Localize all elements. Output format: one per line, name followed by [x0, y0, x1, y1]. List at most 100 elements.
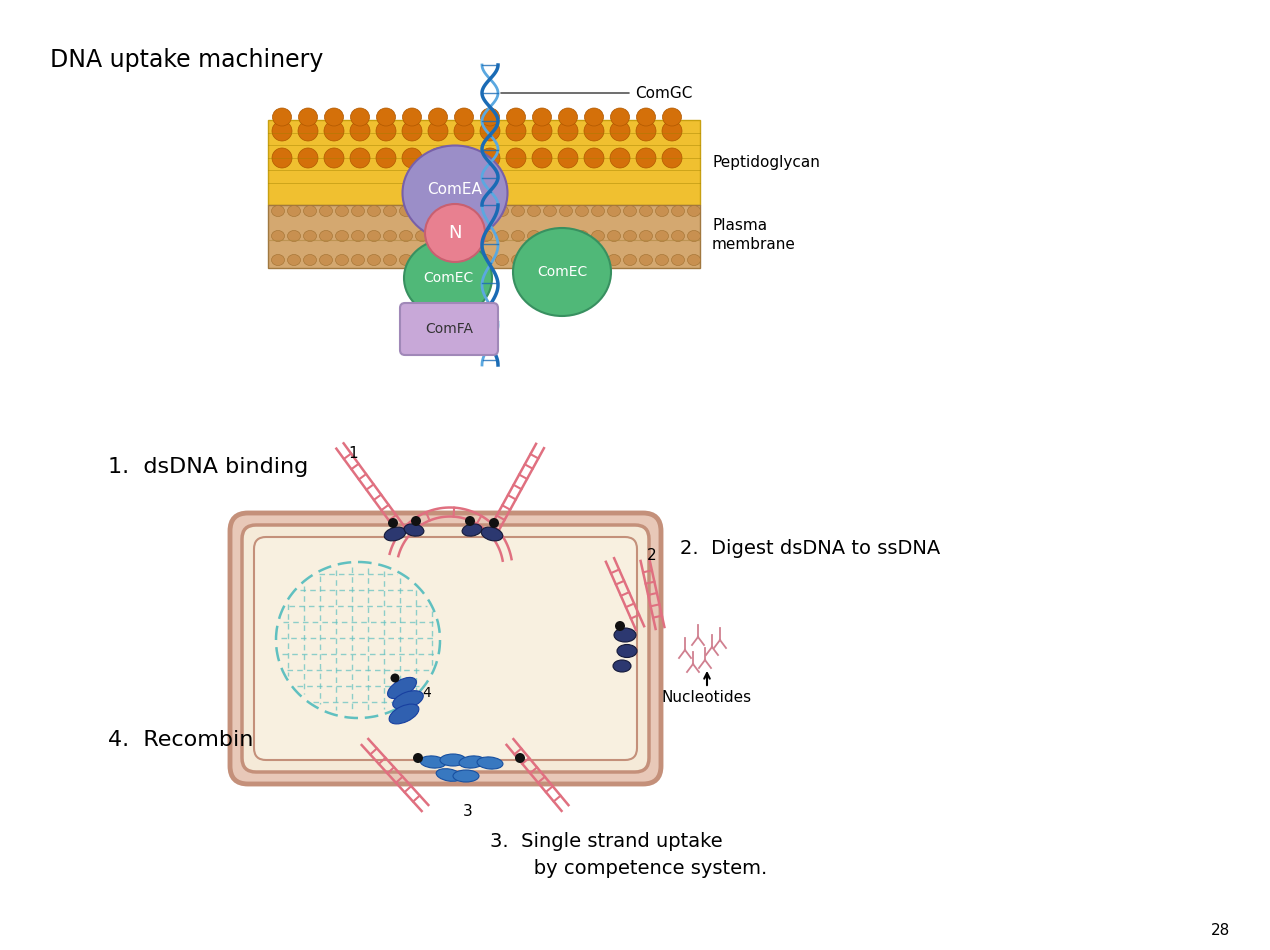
Ellipse shape	[324, 121, 344, 141]
Ellipse shape	[495, 231, 508, 241]
Ellipse shape	[560, 231, 573, 241]
Ellipse shape	[527, 255, 541, 265]
Ellipse shape	[387, 677, 417, 698]
Ellipse shape	[420, 756, 446, 769]
Text: ComEC: ComEC	[423, 271, 474, 285]
Ellipse shape	[662, 121, 682, 141]
Ellipse shape	[607, 255, 621, 265]
Ellipse shape	[507, 108, 526, 126]
FancyBboxPatch shape	[230, 513, 660, 784]
Circle shape	[615, 621, 625, 631]
Text: 4.  Recombination: 4. Recombination	[108, 730, 310, 750]
Ellipse shape	[376, 108, 395, 126]
Ellipse shape	[687, 231, 701, 241]
Ellipse shape	[687, 205, 701, 217]
Ellipse shape	[447, 205, 461, 217]
Ellipse shape	[464, 205, 476, 217]
Ellipse shape	[432, 231, 444, 241]
Ellipse shape	[428, 121, 448, 141]
Ellipse shape	[403, 108, 422, 126]
Text: 4: 4	[423, 686, 432, 700]
Ellipse shape	[532, 108, 551, 126]
Ellipse shape	[663, 108, 682, 126]
Ellipse shape	[480, 148, 500, 168]
Ellipse shape	[544, 231, 556, 241]
Ellipse shape	[480, 205, 493, 217]
Ellipse shape	[672, 205, 685, 217]
Ellipse shape	[584, 148, 605, 168]
Ellipse shape	[480, 255, 493, 265]
Text: 3.  Single strand uptake
       by competence system.: 3. Single strand uptake by competence sy…	[490, 832, 767, 878]
Ellipse shape	[436, 769, 462, 781]
Ellipse shape	[403, 121, 422, 141]
Ellipse shape	[376, 148, 396, 168]
Ellipse shape	[544, 255, 556, 265]
Circle shape	[413, 753, 423, 763]
Ellipse shape	[384, 255, 396, 265]
Ellipse shape	[558, 121, 578, 141]
Ellipse shape	[478, 757, 503, 770]
Ellipse shape	[532, 121, 552, 141]
Ellipse shape	[400, 231, 413, 241]
Ellipse shape	[335, 255, 348, 265]
Ellipse shape	[584, 121, 605, 141]
Ellipse shape	[613, 660, 631, 672]
Ellipse shape	[320, 255, 333, 265]
Ellipse shape	[640, 231, 653, 241]
Ellipse shape	[611, 108, 630, 126]
Text: ComGC: ComGC	[635, 86, 692, 101]
Circle shape	[516, 753, 525, 763]
Ellipse shape	[610, 121, 630, 141]
Ellipse shape	[624, 205, 636, 217]
Ellipse shape	[400, 255, 413, 265]
Ellipse shape	[584, 108, 603, 126]
Text: ComEA: ComEA	[428, 182, 483, 198]
Ellipse shape	[304, 255, 316, 265]
Ellipse shape	[304, 231, 316, 241]
Circle shape	[489, 518, 499, 528]
Ellipse shape	[439, 754, 466, 766]
Ellipse shape	[560, 255, 573, 265]
Ellipse shape	[367, 205, 381, 217]
Ellipse shape	[495, 255, 508, 265]
Ellipse shape	[505, 148, 526, 168]
Bar	[268, 120, 700, 205]
FancyBboxPatch shape	[254, 537, 638, 760]
Ellipse shape	[592, 205, 605, 217]
Ellipse shape	[367, 255, 381, 265]
Ellipse shape	[455, 108, 474, 126]
Ellipse shape	[335, 231, 348, 241]
Ellipse shape	[662, 148, 682, 168]
Ellipse shape	[532, 148, 552, 168]
Ellipse shape	[352, 255, 364, 265]
Ellipse shape	[672, 231, 685, 241]
Text: DNA uptake machinery: DNA uptake machinery	[50, 48, 324, 72]
Ellipse shape	[607, 205, 621, 217]
Ellipse shape	[389, 704, 419, 724]
Ellipse shape	[432, 255, 444, 265]
Circle shape	[389, 518, 398, 528]
Ellipse shape	[415, 255, 428, 265]
Ellipse shape	[324, 148, 344, 168]
Ellipse shape	[352, 205, 364, 217]
Ellipse shape	[273, 108, 292, 126]
Ellipse shape	[385, 527, 405, 541]
Ellipse shape	[400, 205, 413, 217]
Ellipse shape	[592, 231, 605, 241]
Bar	[268, 205, 700, 268]
Ellipse shape	[298, 121, 318, 141]
Ellipse shape	[272, 148, 292, 168]
Ellipse shape	[298, 148, 318, 168]
Text: 1: 1	[348, 446, 358, 461]
Ellipse shape	[403, 148, 422, 168]
Ellipse shape	[636, 108, 655, 126]
Text: 1.  dsDNA binding: 1. dsDNA binding	[108, 457, 309, 477]
Ellipse shape	[617, 644, 638, 657]
Circle shape	[390, 674, 400, 682]
Ellipse shape	[447, 255, 461, 265]
Circle shape	[465, 516, 475, 526]
Ellipse shape	[428, 148, 448, 168]
Ellipse shape	[392, 691, 423, 710]
Ellipse shape	[527, 231, 541, 241]
Ellipse shape	[351, 148, 370, 168]
